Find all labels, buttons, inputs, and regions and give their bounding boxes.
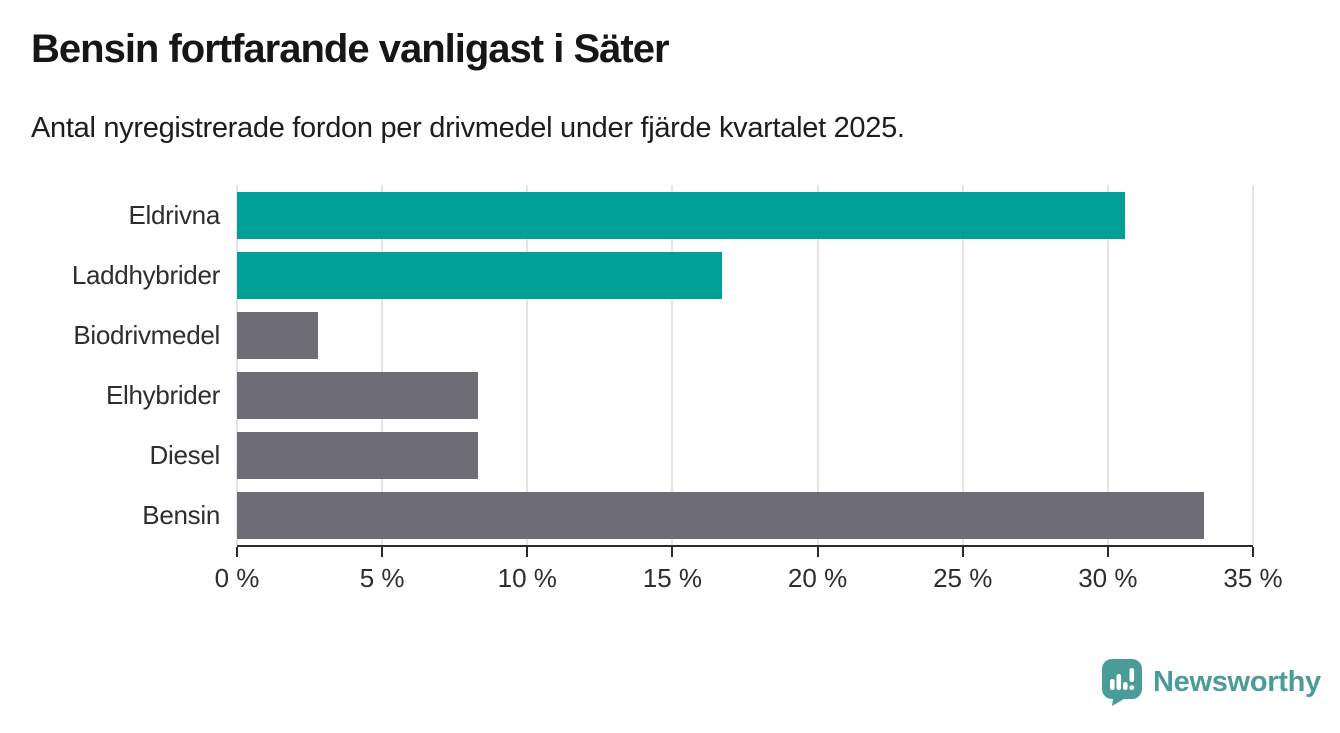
x-axis: 0 % 5 % 10 % 15 % 20 % 25 % 30 % 35 % [215, 545, 1283, 605]
gridline [236, 185, 238, 545]
category-label: Bensin [142, 499, 220, 530]
gridline [671, 185, 674, 545]
x-axis-tick-label: 20 % [787, 563, 848, 593]
x-axis-tick-label: 5 % [359, 563, 405, 593]
chart-row-eldrivna: Eldrivna [0, 185, 1253, 245]
speech-bubble-bar-chart-icon [1101, 659, 1142, 706]
gridline [1106, 185, 1109, 545]
x-axis-tick-label: 25 % [933, 563, 993, 593]
newsworthy-logo-text: Newsworthy [1153, 665, 1321, 698]
newsworthy-logo: Newsworthy [1101, 658, 1321, 706]
x-axis-tick-label: 30 % [1078, 563, 1138, 593]
bar-track [237, 431, 1253, 479]
bar [237, 491, 1204, 539]
x-axis-tick [961, 547, 964, 557]
bar-chart: Eldrivna Laddhybrider Biodrivmedel Elhybrid… [0, 185, 1340, 605]
gridline [526, 185, 529, 545]
chart-subtitle: Antal nyregistrerade fordon per drivmede… [31, 112, 905, 144]
x-axis-tick-label: 15 % [642, 563, 703, 593]
chart-row-biodrivmedel: Biodrivmedel [0, 305, 1253, 365]
chart-row-diesel: Diesel [0, 425, 1253, 485]
bar [237, 311, 319, 359]
chart-row-elhybrider: Elhybrider [0, 365, 1253, 425]
gridline [961, 185, 964, 545]
bar-track [237, 371, 1253, 419]
bar [237, 251, 722, 299]
bar [237, 371, 478, 419]
chart-row-bensin: Bensin [0, 485, 1253, 545]
x-axis-tick-label: 35 % [1223, 563, 1283, 593]
chart-row-laddhybrider: Laddhybrider [0, 245, 1253, 305]
category-label: Diesel [149, 439, 221, 470]
x-axis-tick-label: 10 % [497, 563, 557, 593]
x-axis-tick [816, 547, 819, 557]
gridline [1252, 185, 1254, 545]
plot-gridlines [236, 185, 1254, 545]
x-axis-tick-label: 0 % [214, 563, 260, 593]
category-label: Biodrivmedel [73, 319, 220, 350]
category-label: Eldrivna [128, 199, 220, 230]
bar [237, 191, 1126, 239]
bar-track [237, 491, 1253, 539]
gridline [381, 185, 384, 545]
x-axis-tick [671, 547, 674, 557]
category-label: Laddhybrider [71, 259, 220, 290]
bar-track [237, 251, 1253, 299]
bar-track [237, 311, 1253, 359]
x-axis-tick [526, 547, 529, 557]
bar-track [237, 191, 1253, 239]
x-axis-tick [1252, 547, 1254, 557]
chart-rows: Eldrivna Laddhybrider Biodrivmedel Elhybrid… [0, 185, 1253, 545]
x-axis-tick [1106, 547, 1109, 557]
gridline [816, 185, 819, 545]
x-axis-tick [236, 547, 238, 557]
category-label: Elhybrider [105, 379, 220, 410]
chart-title: Bensin fortfarande vanligast i Säter [31, 27, 670, 71]
bar [237, 431, 478, 479]
x-axis-tick [381, 547, 384, 557]
